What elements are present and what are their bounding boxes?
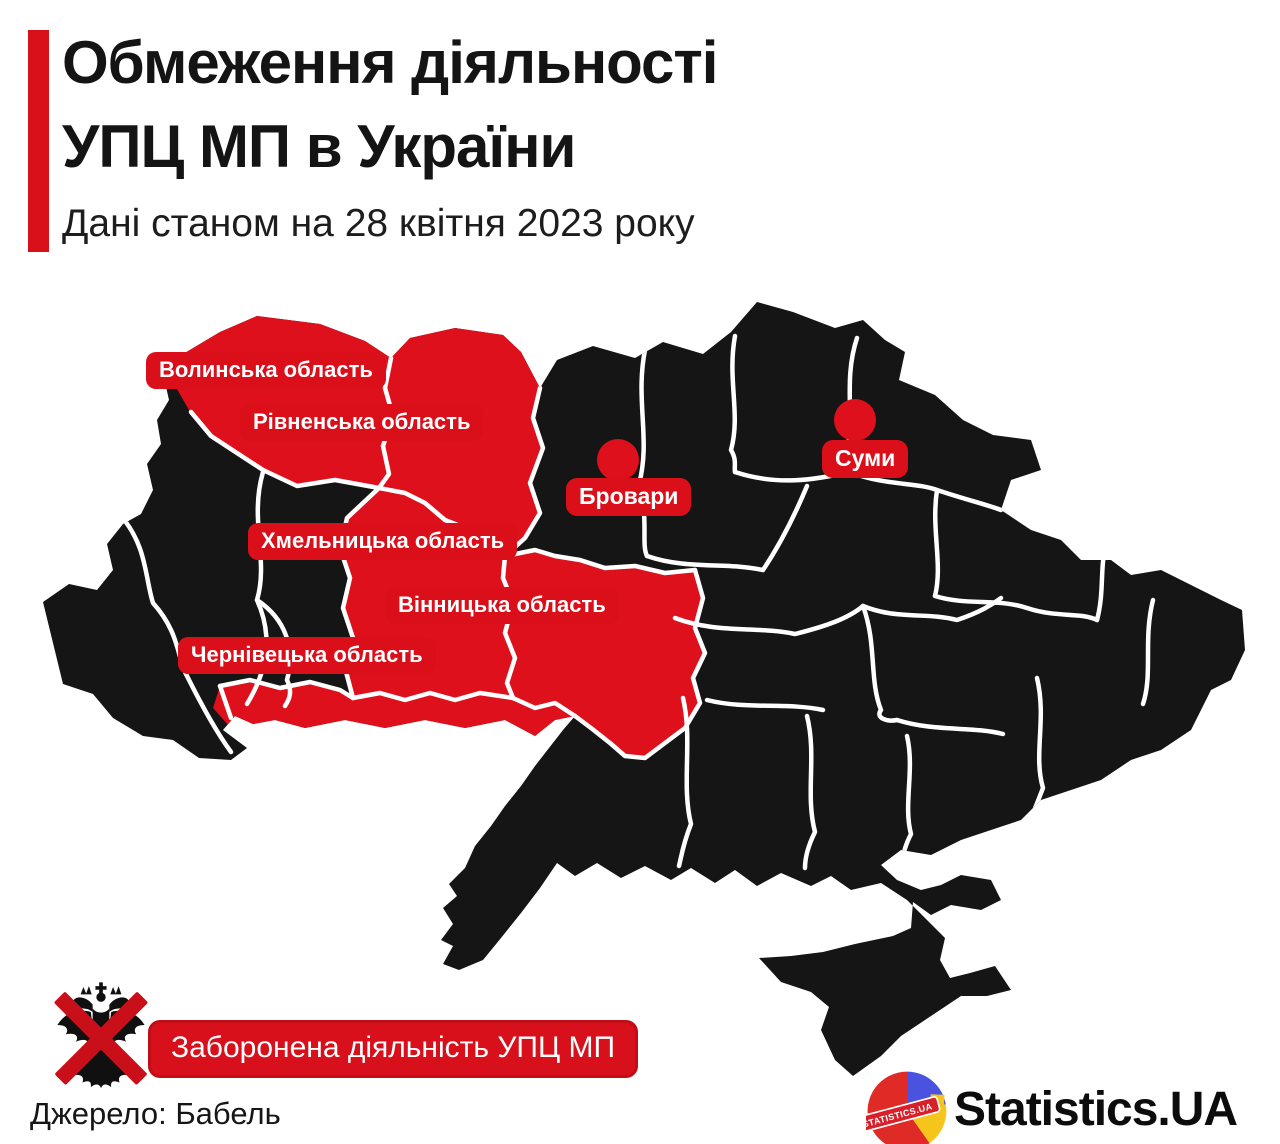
statistics-ua-logo-icon: STATISTICS.UA xyxy=(853,1070,948,1144)
page-title-line1: Обмеження діяльності xyxy=(62,29,718,96)
page-subtitle: Дані станом на 28 квітня 2023 року xyxy=(62,202,695,245)
crossed-double-eagle-icon xyxy=(50,980,152,1096)
city-label-brovary: Бровари xyxy=(566,478,692,516)
brand-lockup: STATISTICS.UA Statistics.UA xyxy=(853,1068,1258,1144)
region-label-vinnytsia: Вінницька область xyxy=(385,587,619,624)
region-label-khmelnytskyi: Хмельницька область xyxy=(248,523,518,560)
city-dot-sumy xyxy=(834,399,876,441)
page-title-line2: УПЦ МП в України xyxy=(62,113,576,180)
legend-banned-label: Заборонена діяльність УПЦ МП xyxy=(148,1020,639,1078)
region-label-volyn: Волинська область xyxy=(146,352,386,389)
ukraine-map xyxy=(35,288,1247,1080)
source-credit: Джерело: Бабель xyxy=(30,1096,281,1131)
title-accent-bar xyxy=(28,30,49,252)
statistics-ua-wordmark: Statistics.UA xyxy=(954,1083,1238,1136)
region-label-chernivtsi: Чернівецька область xyxy=(178,637,436,674)
city-dot-brovary xyxy=(597,439,639,481)
region-label-rivne: Рівненська область xyxy=(240,404,484,441)
city-label-sumy: Суми xyxy=(822,440,909,478)
ukraine-map-svg xyxy=(43,302,1245,1076)
